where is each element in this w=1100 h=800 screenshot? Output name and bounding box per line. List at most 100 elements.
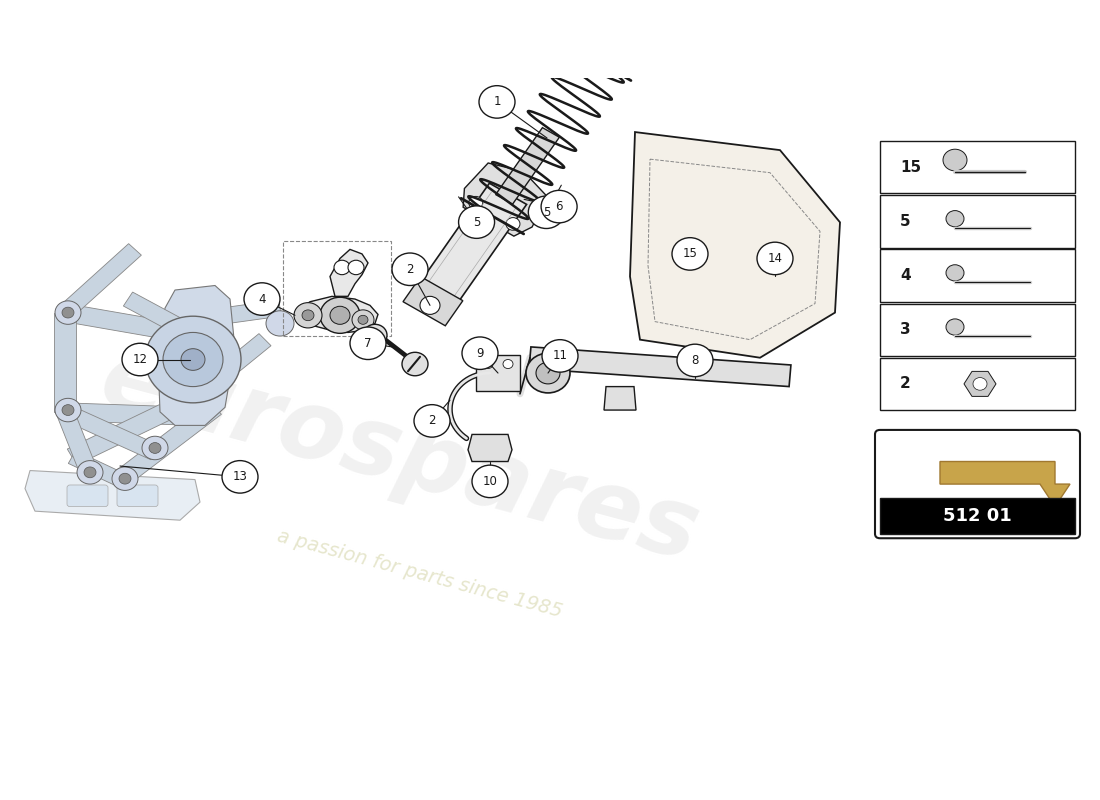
Circle shape	[358, 315, 368, 324]
Circle shape	[503, 359, 513, 369]
Circle shape	[420, 296, 440, 314]
Polygon shape	[54, 313, 76, 412]
Circle shape	[363, 324, 387, 346]
Circle shape	[302, 310, 313, 321]
Text: 2: 2	[406, 262, 414, 276]
Circle shape	[542, 340, 578, 372]
Polygon shape	[403, 277, 463, 326]
Circle shape	[676, 344, 713, 377]
Polygon shape	[123, 292, 199, 342]
FancyBboxPatch shape	[117, 485, 158, 506]
Text: 2: 2	[428, 414, 436, 427]
Polygon shape	[209, 334, 271, 386]
Polygon shape	[158, 286, 235, 426]
Circle shape	[119, 474, 131, 484]
Text: 5: 5	[542, 206, 550, 218]
Text: 12: 12	[132, 353, 147, 366]
Circle shape	[244, 282, 280, 315]
Polygon shape	[58, 244, 142, 318]
Circle shape	[757, 242, 793, 274]
Circle shape	[62, 307, 74, 318]
Circle shape	[266, 310, 294, 336]
Text: 6: 6	[556, 200, 563, 213]
Text: 11: 11	[552, 350, 568, 362]
Polygon shape	[630, 132, 840, 358]
Circle shape	[84, 467, 96, 478]
Circle shape	[122, 343, 158, 376]
Polygon shape	[529, 347, 791, 386]
Polygon shape	[604, 386, 636, 410]
Circle shape	[350, 327, 386, 359]
Text: 5: 5	[473, 216, 481, 229]
Circle shape	[581, 0, 617, 10]
Circle shape	[506, 218, 520, 230]
Circle shape	[459, 206, 495, 238]
Text: 5: 5	[900, 214, 911, 229]
Circle shape	[55, 398, 81, 422]
Circle shape	[163, 333, 223, 386]
Polygon shape	[330, 250, 369, 296]
Circle shape	[392, 253, 428, 286]
Circle shape	[946, 265, 964, 281]
Circle shape	[472, 465, 508, 498]
Bar	[880, 303, 1075, 356]
Circle shape	[222, 461, 258, 493]
Circle shape	[462, 337, 498, 370]
Circle shape	[352, 310, 374, 330]
Circle shape	[946, 319, 964, 335]
Circle shape	[77, 461, 103, 484]
Circle shape	[943, 150, 967, 171]
Circle shape	[469, 197, 483, 209]
Text: 8: 8	[691, 354, 698, 367]
Polygon shape	[56, 409, 99, 478]
Polygon shape	[411, 183, 527, 316]
Polygon shape	[65, 403, 196, 426]
Polygon shape	[113, 401, 221, 486]
Bar	[880, 358, 1075, 410]
Text: eurospares: eurospares	[91, 333, 710, 582]
Circle shape	[320, 298, 360, 334]
Bar	[880, 498, 1075, 534]
Circle shape	[946, 210, 964, 227]
Circle shape	[294, 302, 322, 328]
Polygon shape	[63, 304, 197, 344]
Circle shape	[62, 405, 74, 415]
Circle shape	[55, 301, 81, 324]
Polygon shape	[584, 31, 629, 75]
Bar	[880, 195, 1075, 247]
Polygon shape	[60, 405, 160, 460]
Text: 1: 1	[493, 95, 500, 109]
Circle shape	[974, 378, 987, 390]
Text: 4: 4	[258, 293, 266, 306]
Polygon shape	[463, 163, 548, 236]
Circle shape	[536, 362, 560, 384]
Text: 4: 4	[900, 268, 911, 283]
FancyBboxPatch shape	[67, 485, 108, 506]
Text: 13: 13	[232, 470, 248, 483]
Text: 15: 15	[900, 160, 921, 174]
Circle shape	[330, 306, 350, 324]
Text: 14: 14	[768, 252, 782, 265]
Circle shape	[334, 260, 350, 274]
Polygon shape	[213, 300, 282, 325]
Text: 10: 10	[483, 475, 497, 488]
Text: 3: 3	[900, 322, 911, 338]
Polygon shape	[940, 462, 1070, 506]
FancyBboxPatch shape	[874, 430, 1080, 538]
Text: 9: 9	[476, 346, 484, 360]
Circle shape	[142, 436, 168, 460]
Text: 15: 15	[683, 247, 697, 261]
Circle shape	[526, 354, 570, 393]
Bar	[283, 242, 390, 336]
Circle shape	[145, 316, 241, 403]
Circle shape	[672, 238, 708, 270]
Circle shape	[148, 442, 161, 454]
Circle shape	[414, 405, 450, 437]
Circle shape	[541, 190, 578, 223]
Polygon shape	[68, 450, 123, 486]
Circle shape	[348, 260, 364, 274]
Text: 2: 2	[900, 376, 911, 391]
Text: 512 01: 512 01	[943, 506, 1012, 525]
Circle shape	[478, 86, 515, 118]
Polygon shape	[25, 470, 200, 520]
